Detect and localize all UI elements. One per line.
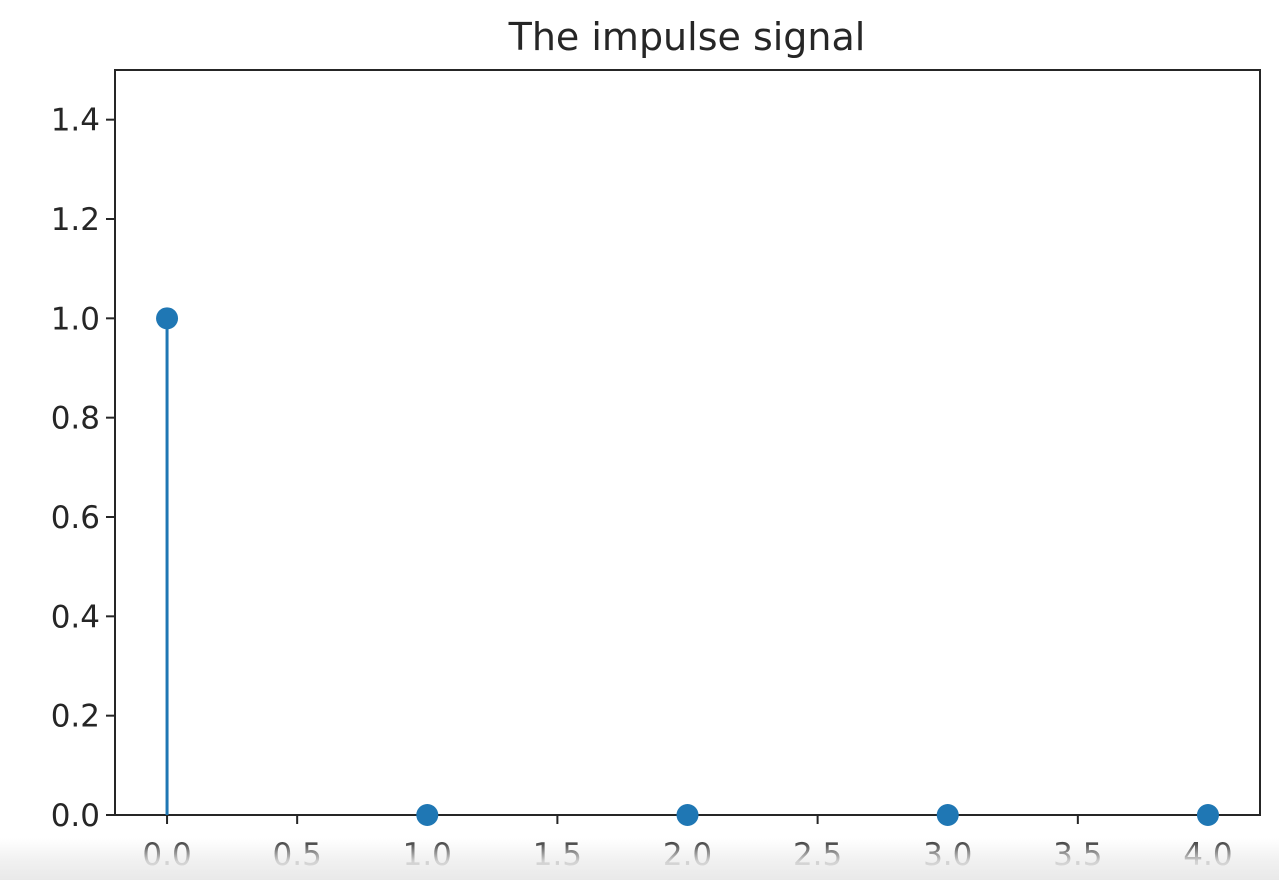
stem-marker — [936, 804, 959, 826]
y-tick-label: 1.4 — [51, 103, 100, 139]
x-tick-label: 4.0 — [1183, 837, 1232, 873]
x-tick-label: 3.5 — [1053, 837, 1102, 873]
axes-frame — [114, 69, 1261, 816]
y-tick-label: 1.0 — [51, 301, 100, 337]
y-tick-label: 0.6 — [51, 500, 100, 536]
x-tick-label: 0.5 — [273, 837, 322, 873]
y-tick-label: 0.8 — [51, 401, 100, 437]
stem-marker — [416, 804, 439, 826]
x-tick-label: 1.5 — [533, 837, 582, 873]
x-tick-label: 2.0 — [663, 837, 712, 873]
plot-area: 0.0 0.5 1.0 1.5 2.0 2.5 3.0 3.5 4.0 0.0 0.2 0.4 0.6 0… — [51, 69, 1261, 873]
y-tick-label: 0.2 — [51, 699, 100, 735]
x-tick-label: 1.0 — [403, 837, 452, 873]
stem-marker — [676, 804, 699, 826]
stem-marker — [156, 307, 179, 330]
x-tick-label: 3.0 — [923, 837, 972, 873]
y-tick-label: 0.0 — [51, 798, 100, 834]
y-tick-label: 1.2 — [51, 202, 100, 238]
x-tick-label: 2.5 — [793, 837, 842, 873]
x-tick-label: 0.0 — [142, 837, 191, 873]
chart-title: The impulse signal — [508, 15, 866, 59]
stem-marker — [1196, 804, 1219, 826]
y-tick-label: 0.4 — [51, 599, 100, 635]
